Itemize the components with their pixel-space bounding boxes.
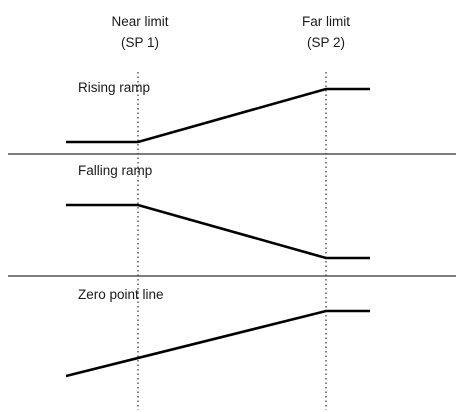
falling-ramp-curve <box>66 203 370 260</box>
near-limit-label: Near limit <box>111 14 168 29</box>
zero-point-line-label: Zero point line <box>78 287 164 302</box>
zero-point-line-curve <box>65 309 370 378</box>
far-limit-sp-label: (SP 2) <box>307 35 345 50</box>
near-limit-sp-label: (SP 1) <box>121 35 159 50</box>
far-limit-label: Far limit <box>302 14 350 29</box>
falling-ramp-label: Falling ramp <box>78 163 152 178</box>
rising-ramp-curve <box>66 87 370 144</box>
rising-ramp-label: Rising ramp <box>78 80 150 95</box>
